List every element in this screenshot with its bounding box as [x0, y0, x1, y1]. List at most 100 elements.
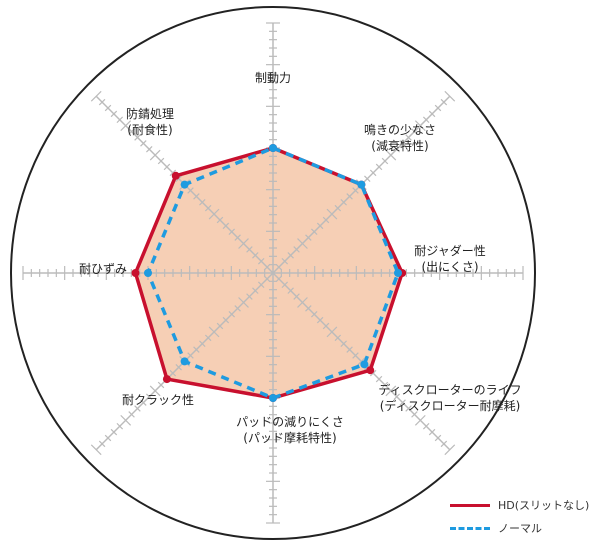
- axis-tick: [381, 381, 389, 389]
- axis-tick: [257, 257, 265, 265]
- axis-tick: [399, 140, 406, 147]
- axis-tick: [414, 120, 426, 132]
- axis-tick: [216, 322, 224, 330]
- axis-tick: [199, 199, 206, 206]
- axis-tick: [104, 104, 112, 112]
- axis-tick: [157, 157, 165, 165]
- axis-tick: [364, 175, 371, 182]
- axis-tick: [369, 369, 377, 377]
- axis-tick: [98, 440, 106, 448]
- axis-label-rotor-life: ディスクローターのライフ (ディスクローター耐摩耗): [378, 383, 522, 413]
- data-point: [180, 357, 189, 366]
- axis-tick: [204, 334, 212, 342]
- axis-tick: [364, 364, 371, 371]
- axis-label-distortion: 耐ひずみ: [78, 262, 128, 276]
- axis-tick: [208, 326, 220, 338]
- data-point: [269, 144, 277, 152]
- axis-tick: [228, 310, 236, 318]
- axis-tick: [297, 297, 308, 308]
- axis-tick: [369, 169, 377, 177]
- axis-label-noise: 鳴きの少なさ (減衰特性): [363, 123, 437, 153]
- axis-tick: [187, 352, 194, 359]
- axis-tick: [238, 238, 249, 249]
- axis-tick: [381, 157, 389, 165]
- axis-tick: [169, 369, 177, 377]
- axis-tick: [385, 149, 397, 161]
- axis-label-crack: 耐クラック性: [121, 393, 195, 407]
- axis-tick: [305, 305, 312, 312]
- axis-tick: [422, 116, 430, 124]
- axis-tick: [340, 199, 347, 206]
- axis-tick: [193, 193, 200, 200]
- axis-tick: [175, 364, 182, 371]
- axis-tick: [116, 116, 124, 124]
- axis-tick: [222, 316, 230, 324]
- data-point: [180, 180, 189, 189]
- axis-tick: [393, 146, 400, 153]
- axis-tick: [128, 128, 135, 135]
- data-point: [171, 171, 180, 180]
- axis-tick: [411, 411, 418, 418]
- axis-tick: [110, 428, 118, 436]
- axis-tick: [322, 216, 330, 224]
- axis-tick: [246, 246, 253, 253]
- axis-tick: [216, 216, 224, 224]
- axis-tick: [116, 422, 124, 430]
- axis-tick: [275, 275, 283, 283]
- axis-tick: [257, 281, 265, 289]
- axis-tick: [434, 104, 442, 112]
- axis-tick: [434, 434, 442, 442]
- axis-tick: [234, 234, 241, 241]
- axis-tick: [293, 293, 300, 300]
- axis-tick: [399, 399, 406, 406]
- series-line: [146, 146, 400, 400]
- axis-tick: [263, 263, 271, 271]
- legend-item-normal: ノーマル: [450, 520, 542, 536]
- axis-tick: [169, 169, 177, 177]
- data-point: [269, 394, 277, 402]
- axis-tick: [281, 281, 289, 289]
- axis-tick: [356, 356, 367, 367]
- outer-circle: [10, 6, 536, 540]
- axis-tick: [444, 444, 456, 456]
- axis-tick: [134, 405, 141, 412]
- axis-tick: [346, 193, 353, 200]
- axis-tick: [234, 305, 241, 312]
- axis-tick: [340, 340, 347, 347]
- axis-tick: [110, 110, 118, 118]
- axis-tick: [187, 187, 194, 194]
- axis-tick: [287, 287, 294, 294]
- axis-tick: [104, 434, 112, 442]
- axis-tick: [252, 287, 259, 294]
- axis-tick: [428, 110, 436, 118]
- axis-label-braking: 制動力: [254, 71, 292, 85]
- data-point: [357, 180, 366, 189]
- axis-tick: [326, 208, 338, 220]
- axis-tick: [393, 393, 400, 400]
- axis-tick: [263, 275, 271, 283]
- axis-tick: [193, 346, 200, 353]
- axis-tick: [346, 346, 353, 353]
- axis-tick: [140, 399, 147, 406]
- legend-item-hd: HD(スリットなし): [450, 497, 589, 513]
- axis-tick: [414, 414, 426, 426]
- data-point: [162, 375, 171, 384]
- axis-tick: [440, 98, 448, 106]
- axis-tick: [305, 234, 312, 241]
- axis-tick: [405, 405, 412, 412]
- axis-tick: [146, 393, 153, 400]
- axis-tick: [422, 422, 430, 430]
- axis-tick: [293, 246, 300, 253]
- axis-tick: [316, 222, 324, 230]
- axis-tick: [310, 228, 318, 236]
- axis-tick: [440, 440, 448, 448]
- axis-tick: [175, 175, 182, 182]
- axis-tick: [252, 252, 259, 259]
- axis-tick: [375, 163, 383, 171]
- axis-tick: [405, 134, 412, 141]
- axis-tick: [228, 228, 236, 236]
- axis-tick: [444, 90, 456, 102]
- axis-tick: [149, 149, 161, 161]
- axis-tick: [275, 263, 283, 271]
- axis-tick: [352, 187, 359, 194]
